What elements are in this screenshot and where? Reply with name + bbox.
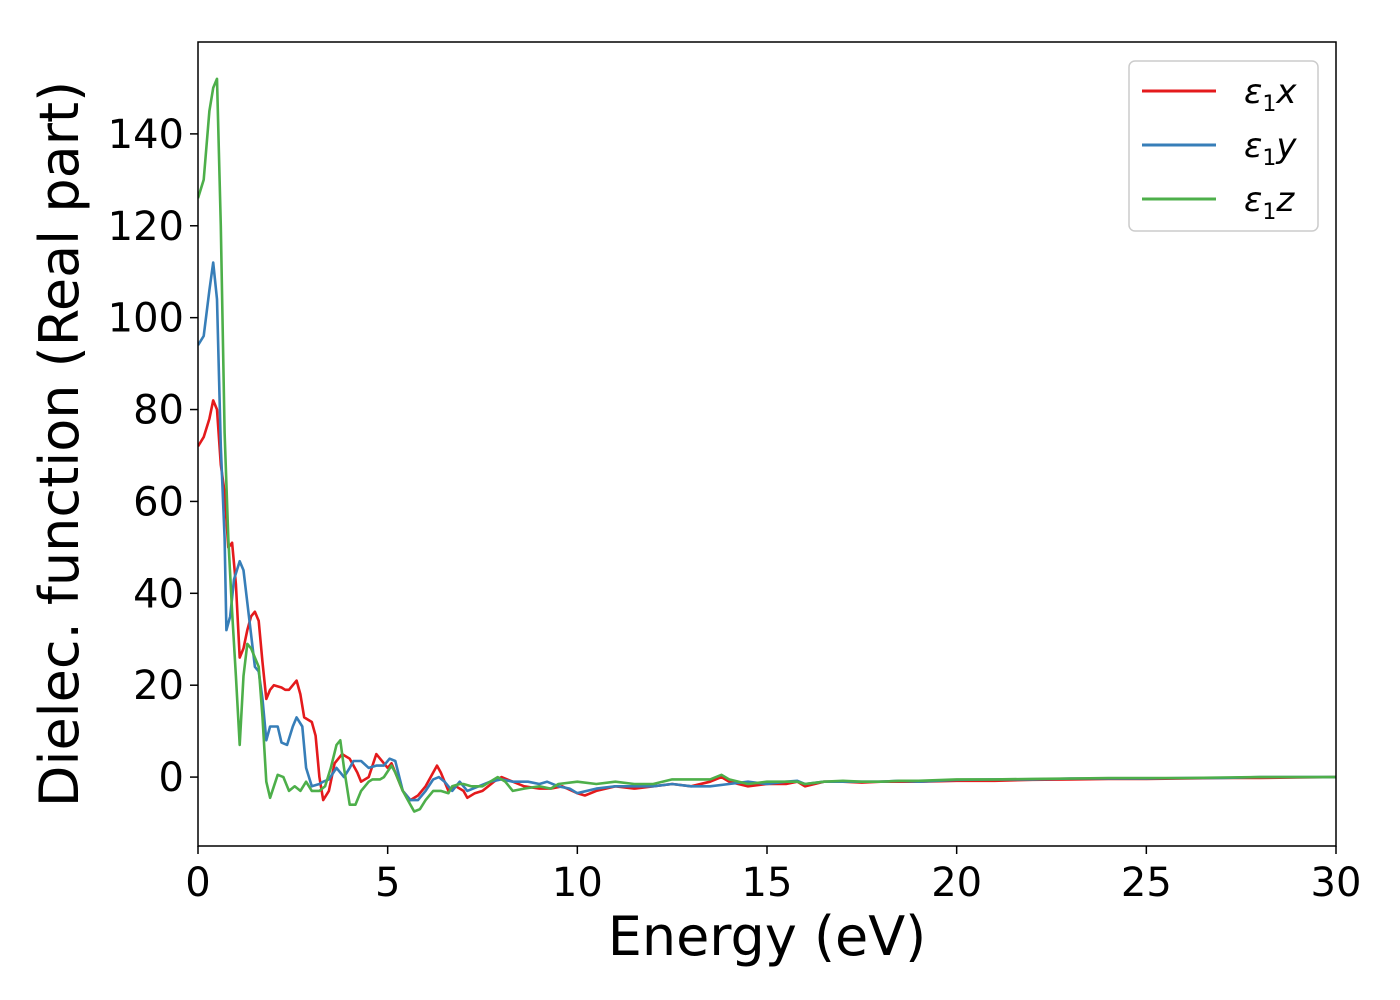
series-line-z bbox=[198, 77, 1336, 813]
x-tick-label: 20 bbox=[931, 860, 982, 906]
x-axis-title: Energy (eV) bbox=[608, 905, 927, 968]
x-tick-label: 10 bbox=[552, 860, 603, 906]
legend-box bbox=[1128, 60, 1319, 232]
legend-label: ε1x bbox=[1244, 72, 1297, 117]
y-axis-title: Dielec. function (Real part) bbox=[28, 81, 91, 807]
y-tick-label: 40 bbox=[133, 571, 184, 617]
y-tick-label: 60 bbox=[133, 479, 184, 525]
legend-label: ε1z bbox=[1244, 180, 1295, 225]
legend: ε1x ε1y ε1z bbox=[1128, 60, 1319, 232]
y-tick-label: 80 bbox=[133, 388, 184, 434]
x-tick-label: 25 bbox=[1121, 860, 1172, 906]
x-tick-label: 0 bbox=[185, 860, 210, 906]
x-axis: 0 5 10 15 20 25 30 bbox=[185, 846, 1361, 906]
x-tick-label: 5 bbox=[375, 860, 400, 906]
y-tick-label: 120 bbox=[108, 204, 184, 250]
x-tick-label: 15 bbox=[742, 860, 793, 906]
x-tick-label: 30 bbox=[1311, 860, 1362, 906]
y-tick-label: 20 bbox=[133, 663, 184, 709]
y-tick-label: 0 bbox=[159, 755, 184, 801]
legend-label: ε1y bbox=[1244, 126, 1297, 171]
y-tick-label: 140 bbox=[108, 112, 184, 158]
y-tick-label: 100 bbox=[108, 296, 184, 342]
plot-area bbox=[198, 77, 1336, 813]
y-axis: 0 20 40 60 80 100 120 140 bbox=[108, 112, 198, 801]
